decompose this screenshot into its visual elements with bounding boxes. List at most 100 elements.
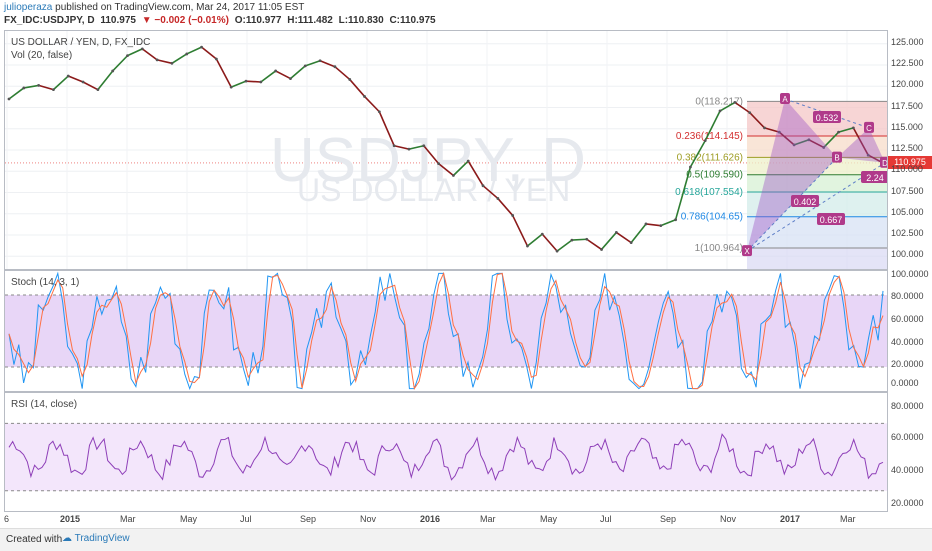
price-segment (201, 46, 217, 60)
price-segment (778, 131, 795, 146)
high-value: H:111.482 (287, 15, 333, 26)
price-chart: USDJPY, D US DOLLAR / YEN 0(118.217) 0.23… (5, 31, 887, 269)
price-segment (793, 139, 810, 146)
created-with-text: Created with (6, 534, 63, 545)
current-price-tag: 110.975 (888, 155, 932, 169)
stoch-tick: 20.0000 (891, 359, 924, 369)
fib-level-label: 0.236(114.145) (676, 131, 743, 142)
watermark-name: US DOLLAR / YEN (297, 172, 570, 208)
price-segment (452, 160, 469, 177)
close-value: C:110.975 (389, 15, 436, 26)
time-tick: 2016 (420, 514, 441, 524)
tradingview-brand: TradingView (74, 533, 130, 544)
harmonic-point-marker (880, 156, 887, 168)
rsi-axis: 80.0000 60.0000 40.0000 20.0000 (888, 392, 932, 512)
time-tick: Mar (120, 514, 136, 524)
price-point (333, 65, 337, 69)
time-tick: Mar (840, 514, 856, 524)
price-segment (8, 87, 25, 100)
publish-info: julioperaza published on TradingView.com… (4, 2, 304, 13)
harmonic-ratio-label: 0.402 (794, 197, 817, 207)
rsi-tick: 80.0000 (891, 401, 924, 411)
chart-title: US DOLLAR / YEN, D, FX_IDC (11, 37, 151, 48)
price-point (185, 52, 189, 56)
price-segment (156, 59, 173, 65)
price-axis[interactable]: 110.975 125.000 122.500 120.000 117.500 115.… (888, 30, 932, 270)
price-point (126, 54, 129, 58)
harmonic-ratio-label: 0.667 (820, 215, 843, 225)
price-segment (127, 48, 143, 57)
harmonic-point-label: B (834, 154, 839, 163)
footer: Created with ☁ TradingView (0, 528, 932, 551)
rsi-tick: 20.0000 (891, 498, 924, 508)
price-point (452, 174, 455, 177)
author-link[interactable]: julioperaza (4, 2, 53, 13)
price-tick: 100.000 (891, 249, 924, 260)
fib-zone (747, 157, 887, 175)
tradingview-logo[interactable]: ☁ TradingView (62, 533, 130, 544)
price-segment (600, 231, 617, 250)
price-tick: 122.500 (891, 58, 924, 68)
stoch-pane[interactable]: Stoch (14, 3, 1) (4, 270, 888, 392)
price-segment (852, 127, 869, 156)
price-segment (112, 55, 129, 72)
price-point (66, 74, 70, 78)
price-point (555, 249, 559, 253)
stoch-line (8, 271, 884, 390)
rsi-tick: 60.0000 (891, 432, 924, 442)
price-segment (408, 144, 424, 150)
price-point (244, 79, 248, 83)
price-segment (526, 233, 543, 247)
price-point (689, 165, 692, 169)
time-axis[interactable]: 6 2015 Mar May Jul Sep Nov 2016 Mar May Jul Sep Nov 2… (4, 512, 888, 528)
price-point (422, 144, 426, 148)
price-point (466, 159, 470, 163)
price-segment (171, 53, 188, 64)
harmonic-point-label: D (882, 159, 887, 168)
rsi-band (5, 423, 887, 491)
time-tick: 6 (4, 514, 10, 524)
price-point (807, 138, 811, 142)
price-point (674, 218, 678, 222)
price-segment (749, 112, 766, 129)
price-tick: 115.000 (891, 121, 923, 132)
time-tick: Jul (240, 514, 252, 524)
price-point (318, 59, 322, 63)
price-segment (704, 110, 721, 142)
price-point (659, 224, 663, 228)
harmonic-point-marker (742, 245, 752, 257)
time-tick: Jul (600, 514, 612, 524)
fib-level-label: 0.382(111.626) (677, 152, 743, 163)
harmonic-point-label: A (782, 95, 788, 104)
rsi-tick: 40.0000 (891, 465, 924, 475)
stoch-tick: 40.0000 (891, 337, 924, 347)
price-segment (23, 84, 39, 89)
harmonic-bcd (837, 127, 885, 163)
price-segment (630, 223, 647, 244)
price-segment (719, 101, 736, 112)
open-value: O:110.977 (234, 15, 282, 26)
price-segment (556, 239, 573, 252)
price-point (733, 101, 737, 104)
publish-text: published on TradingView.com, Mar 24, 20… (55, 2, 305, 13)
price-point (481, 184, 485, 188)
price-segment (230, 80, 247, 88)
harmonic-ratio-box (791, 195, 819, 207)
price-tick: 117.500 (891, 100, 923, 111)
price-segment (67, 75, 84, 83)
time-tick: Nov (360, 514, 377, 524)
price-segment (289, 65, 306, 80)
price-point (303, 64, 307, 68)
last-price: 110.975 (100, 15, 136, 26)
stoch-tick: 80.0000 (891, 291, 924, 301)
harmonic-xab (747, 99, 837, 252)
rsi-label: RSI (14, close) (11, 399, 78, 410)
harmonic-point-marker (832, 151, 842, 163)
price-pane[interactable]: USDJPY, D US DOLLAR / YEN 0(118.217) 0.23… (4, 30, 888, 270)
price-point (392, 144, 396, 148)
fib-zone (747, 136, 887, 158)
price-point (155, 58, 159, 62)
price-segment (734, 101, 751, 114)
rsi-pane[interactable]: RSI (14, close) (4, 392, 888, 512)
price-segment (808, 139, 825, 149)
